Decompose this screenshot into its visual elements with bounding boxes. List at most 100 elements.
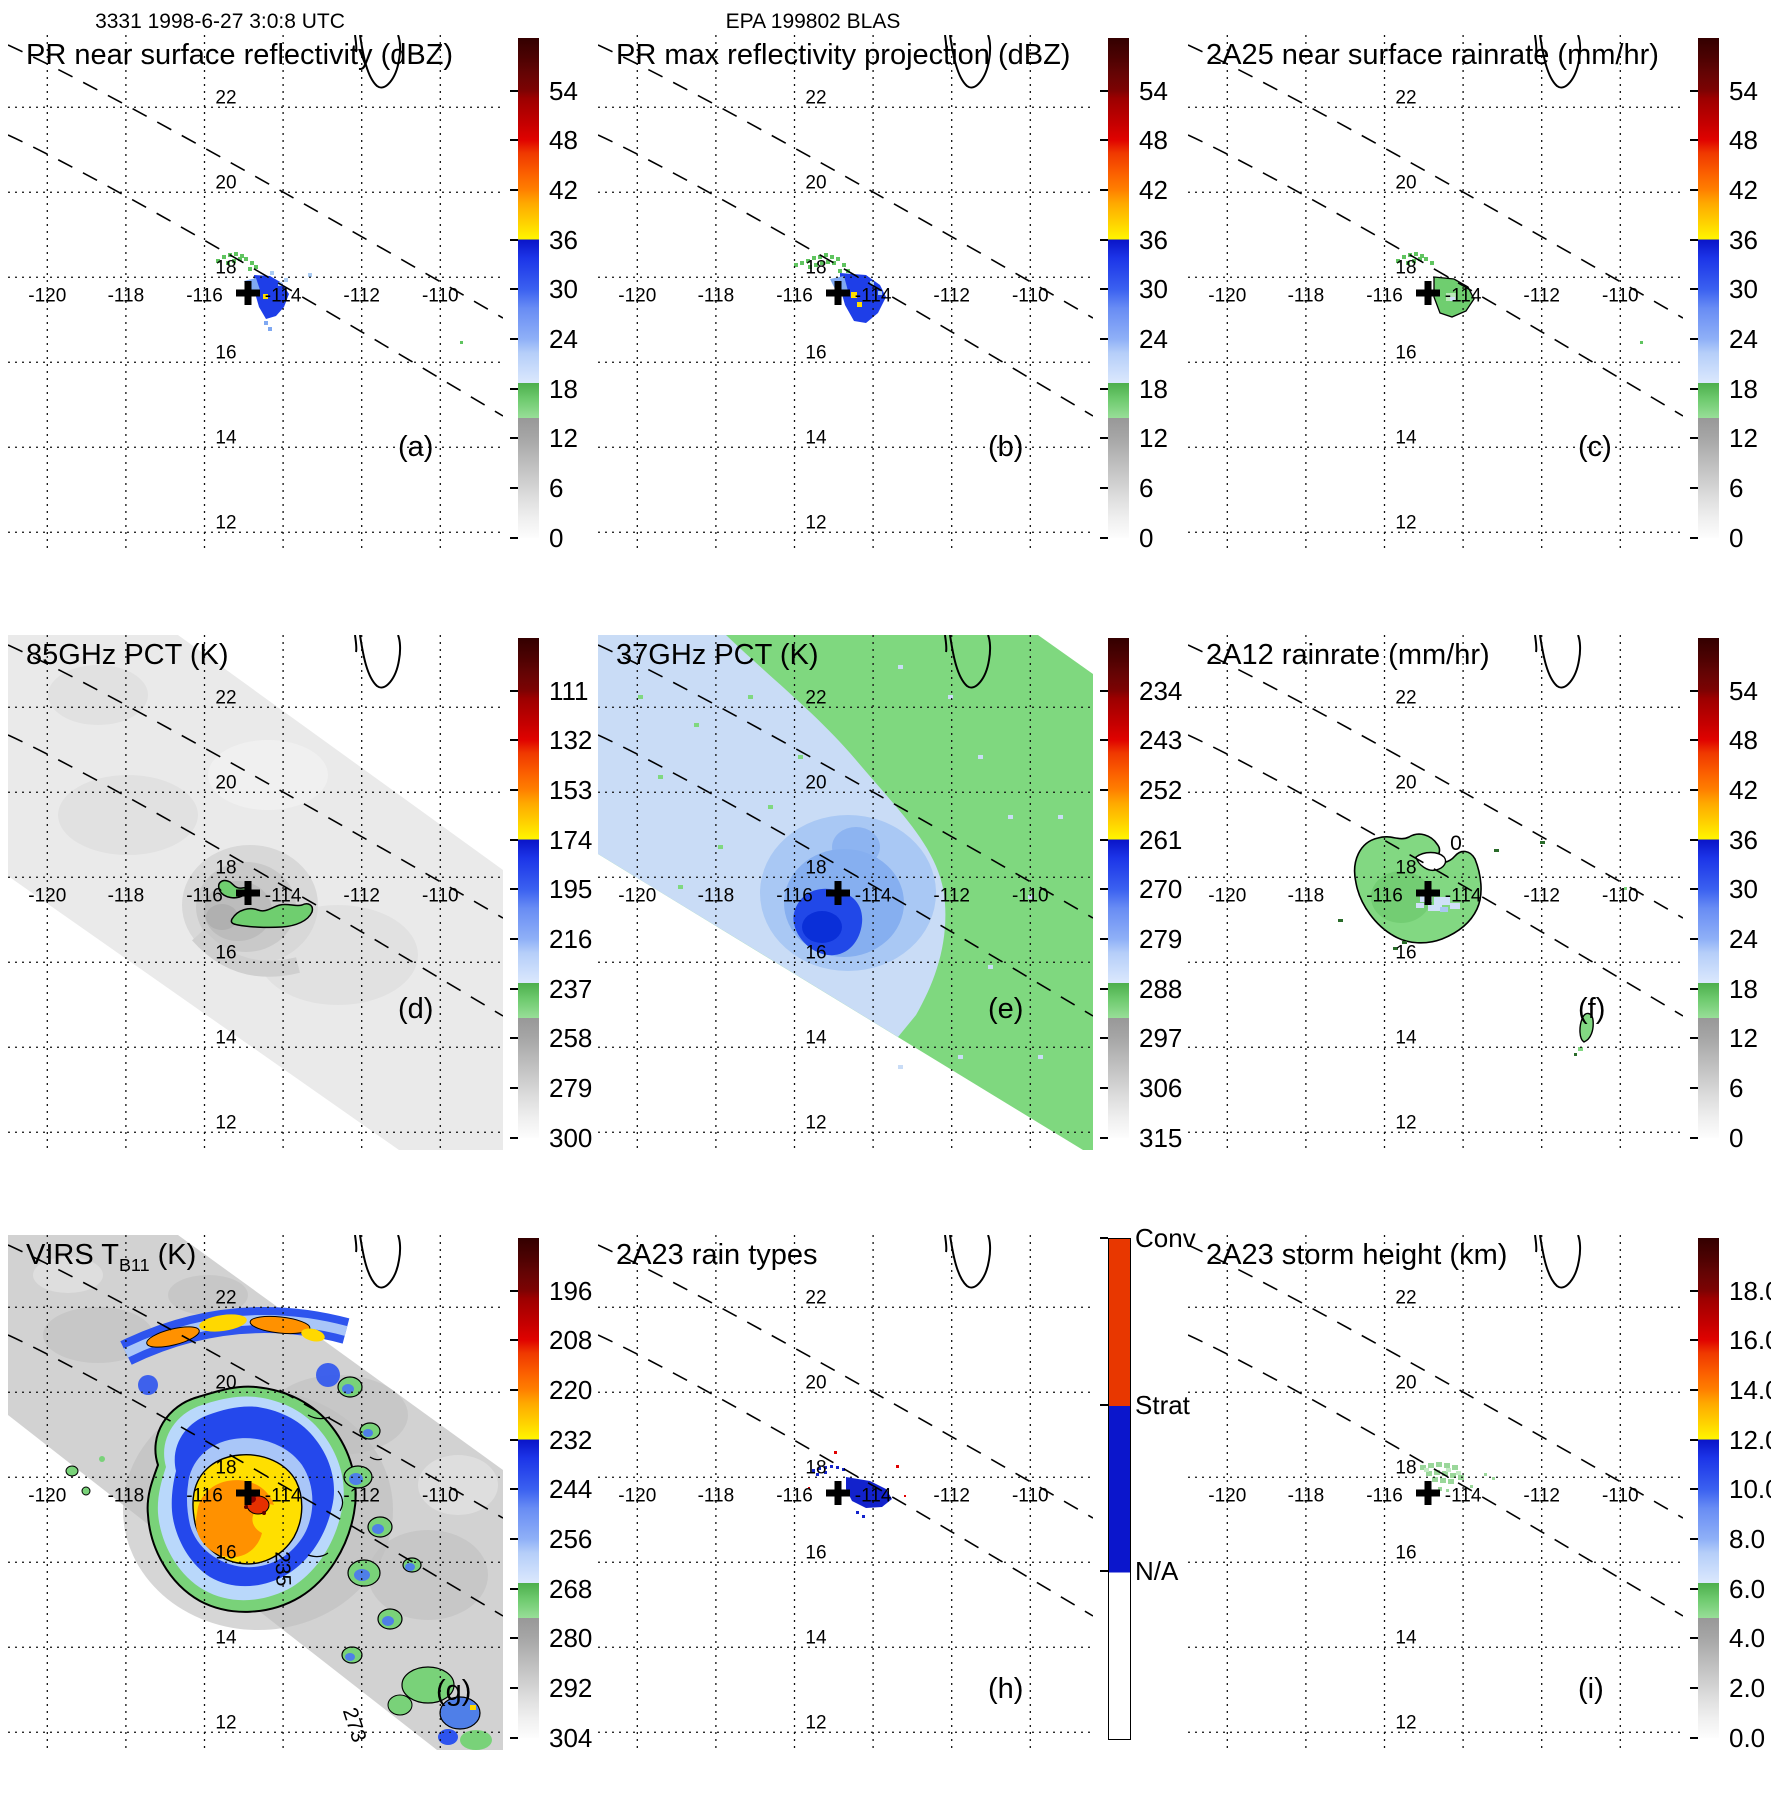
- graticule: [598, 635, 1093, 1150]
- lat-label: 18: [215, 857, 236, 878]
- lat-label: 14: [215, 1627, 237, 1648]
- data-pixel: [240, 254, 244, 258]
- colorbar-tick-label: 6: [1729, 1073, 1744, 1104]
- colorbar-tick-label: 306: [1139, 1073, 1183, 1104]
- colorbar-tick-mark: [1690, 1587, 1698, 1590]
- coastline: [354, 35, 402, 89]
- colorbar-tick-mark: [1690, 1438, 1698, 1441]
- data-pixel: [263, 294, 268, 299]
- colorbar-tick-label: 36: [1729, 224, 1758, 255]
- panel-letter: (f): [1578, 993, 1606, 1025]
- colorbar-tick-label: 297: [1139, 1023, 1183, 1054]
- lat-label: 22: [1395, 687, 1416, 708]
- data-pixel: [1028, 895, 1033, 899]
- colorbar-tick-mark: [1100, 788, 1108, 791]
- lon-label: -118: [1288, 885, 1325, 906]
- lon-label: -114: [265, 1485, 302, 1506]
- data-pixel: [862, 1515, 865, 1518]
- lon-label: -110: [1012, 885, 1049, 906]
- colorbar-tick-label: 14.0: [1729, 1374, 1771, 1405]
- colorbar-tick-mark: [1100, 1403, 1108, 1406]
- graticule: [1188, 1235, 1683, 1750]
- lat-label: 22: [215, 1287, 236, 1308]
- colorbar-tick-mark: [1690, 1388, 1698, 1391]
- colorbar-tick-label: 18: [549, 373, 578, 404]
- data-pixel: [232, 259, 236, 263]
- lat-label: 12: [1395, 512, 1416, 533]
- colorbar-tick-label: 54: [1139, 75, 1168, 106]
- colorbar-tick-label: 48: [1729, 125, 1758, 156]
- colorbar-tick-mark: [510, 1587, 518, 1590]
- data-pixel: [1444, 1463, 1450, 1468]
- data-pixel: [898, 1065, 903, 1069]
- colorbar-tick-label: 0: [1729, 1122, 1744, 1153]
- lat-label: 16: [215, 1542, 236, 1563]
- data-pixel: [248, 267, 252, 271]
- colorbar-tick-mark: [510, 1289, 518, 1292]
- colorbar-tick-mark: [510, 487, 518, 490]
- colorbar-tick-mark: [510, 838, 518, 841]
- panel-title: VIRS TB11 (K): [26, 1239, 197, 1275]
- colorbar-tick-label: 196: [549, 1275, 593, 1306]
- colorbar: 54 48 42 36 30 24 18 12 6 0: [590, 35, 1180, 595]
- colorbar-tick-label: 18: [1729, 973, 1758, 1004]
- data-pixel: [826, 260, 830, 264]
- data-pixel: [268, 327, 272, 331]
- lat-label: 18: [1395, 1457, 1416, 1478]
- colorbar-tick-label: 24: [549, 324, 578, 354]
- data-pixel: [1450, 1473, 1456, 1478]
- colorbar: Conv Strat N/A: [590, 1224, 1196, 1795]
- colorbar-tick-label: 132: [549, 725, 593, 756]
- data-pixel: [254, 265, 258, 269]
- colorbar-tick-mark: [510, 739, 518, 742]
- map-content: [1338, 833, 1627, 1056]
- swath-edge-line: [8, 734, 503, 1017]
- colorbar-tick-label: 261: [1139, 824, 1183, 855]
- colorbar-tick-mark: [1690, 938, 1698, 940]
- map-c: 22 20 18 16 14 12 -120 -118 -116 -114 -112 -110: [1188, 35, 1683, 550]
- panel-letter: (e): [988, 993, 1024, 1025]
- colorbar-tick-label: 24: [1729, 924, 1758, 954]
- data-pixel: [1428, 1463, 1434, 1468]
- lon-label: -118: [1288, 1485, 1325, 1506]
- colorbar-tick-mark: [510, 1637, 518, 1640]
- lat-label: 18: [1395, 257, 1416, 278]
- lon-label: -116: [776, 285, 813, 306]
- graticule: [8, 1235, 503, 1750]
- colorbar-tick-label: 24: [1729, 324, 1758, 354]
- data-pixel: [824, 253, 828, 257]
- data-pixel: [1436, 1462, 1442, 1467]
- data-pixel: [820, 261, 824, 265]
- lat-label: 18: [215, 257, 236, 278]
- data-pixel: [834, 1451, 837, 1454]
- colorbar-tick-mark: [1100, 1087, 1108, 1090]
- stratiform-patch: [846, 1477, 892, 1508]
- colorbar-tick-label: 18.0: [1729, 1275, 1771, 1306]
- colorbar: 111 132 153 174 195 216 237 258 279 300: [0, 635, 593, 1195]
- data-pixel: [1440, 1478, 1446, 1483]
- map-b: 22 20 18 16 14 12 -120 -118 -116 -114 -112 -110: [598, 35, 1093, 550]
- data-pixel: [1424, 257, 1428, 261]
- lat-label: 16: [215, 942, 236, 963]
- colorbar-tick-mark: [1690, 1037, 1698, 1040]
- colorbar-tick-label: N/A: [1135, 1556, 1179, 1587]
- colorbar-tick-mark: [510, 888, 518, 891]
- colorbar-tick-label: 12.0: [1729, 1424, 1771, 1455]
- data-pixel: [824, 1471, 827, 1474]
- lon-label: -112: [343, 285, 380, 306]
- colorbar-tick-label: 54: [1729, 675, 1758, 706]
- panel-h: 22 20 18 16 14 12 -120 -118 -116 -114 -112 -110 2A2…: [590, 1224, 1196, 1800]
- lat-label: 12: [805, 1712, 826, 1733]
- swath-edge-line: [1188, 644, 1683, 919]
- data-pixel: [1406, 261, 1410, 265]
- colorbar-tick-label: 315: [1139, 1122, 1183, 1153]
- colorbar-tick-mark: [1100, 288, 1108, 291]
- data-pixel: [1640, 341, 1643, 344]
- lat-label: 22: [215, 687, 236, 708]
- storm-center-marker: [1416, 881, 1440, 905]
- colorbar-tick-mark: [1100, 1037, 1108, 1040]
- lat-label: 16: [1395, 942, 1416, 963]
- map-d: 22 20 18 16 14 12 -120 -118 -116 -114 -112 -110: [8, 635, 503, 1150]
- colorbar-tick-label: 268: [549, 1573, 593, 1604]
- lon-label: -112: [343, 885, 380, 906]
